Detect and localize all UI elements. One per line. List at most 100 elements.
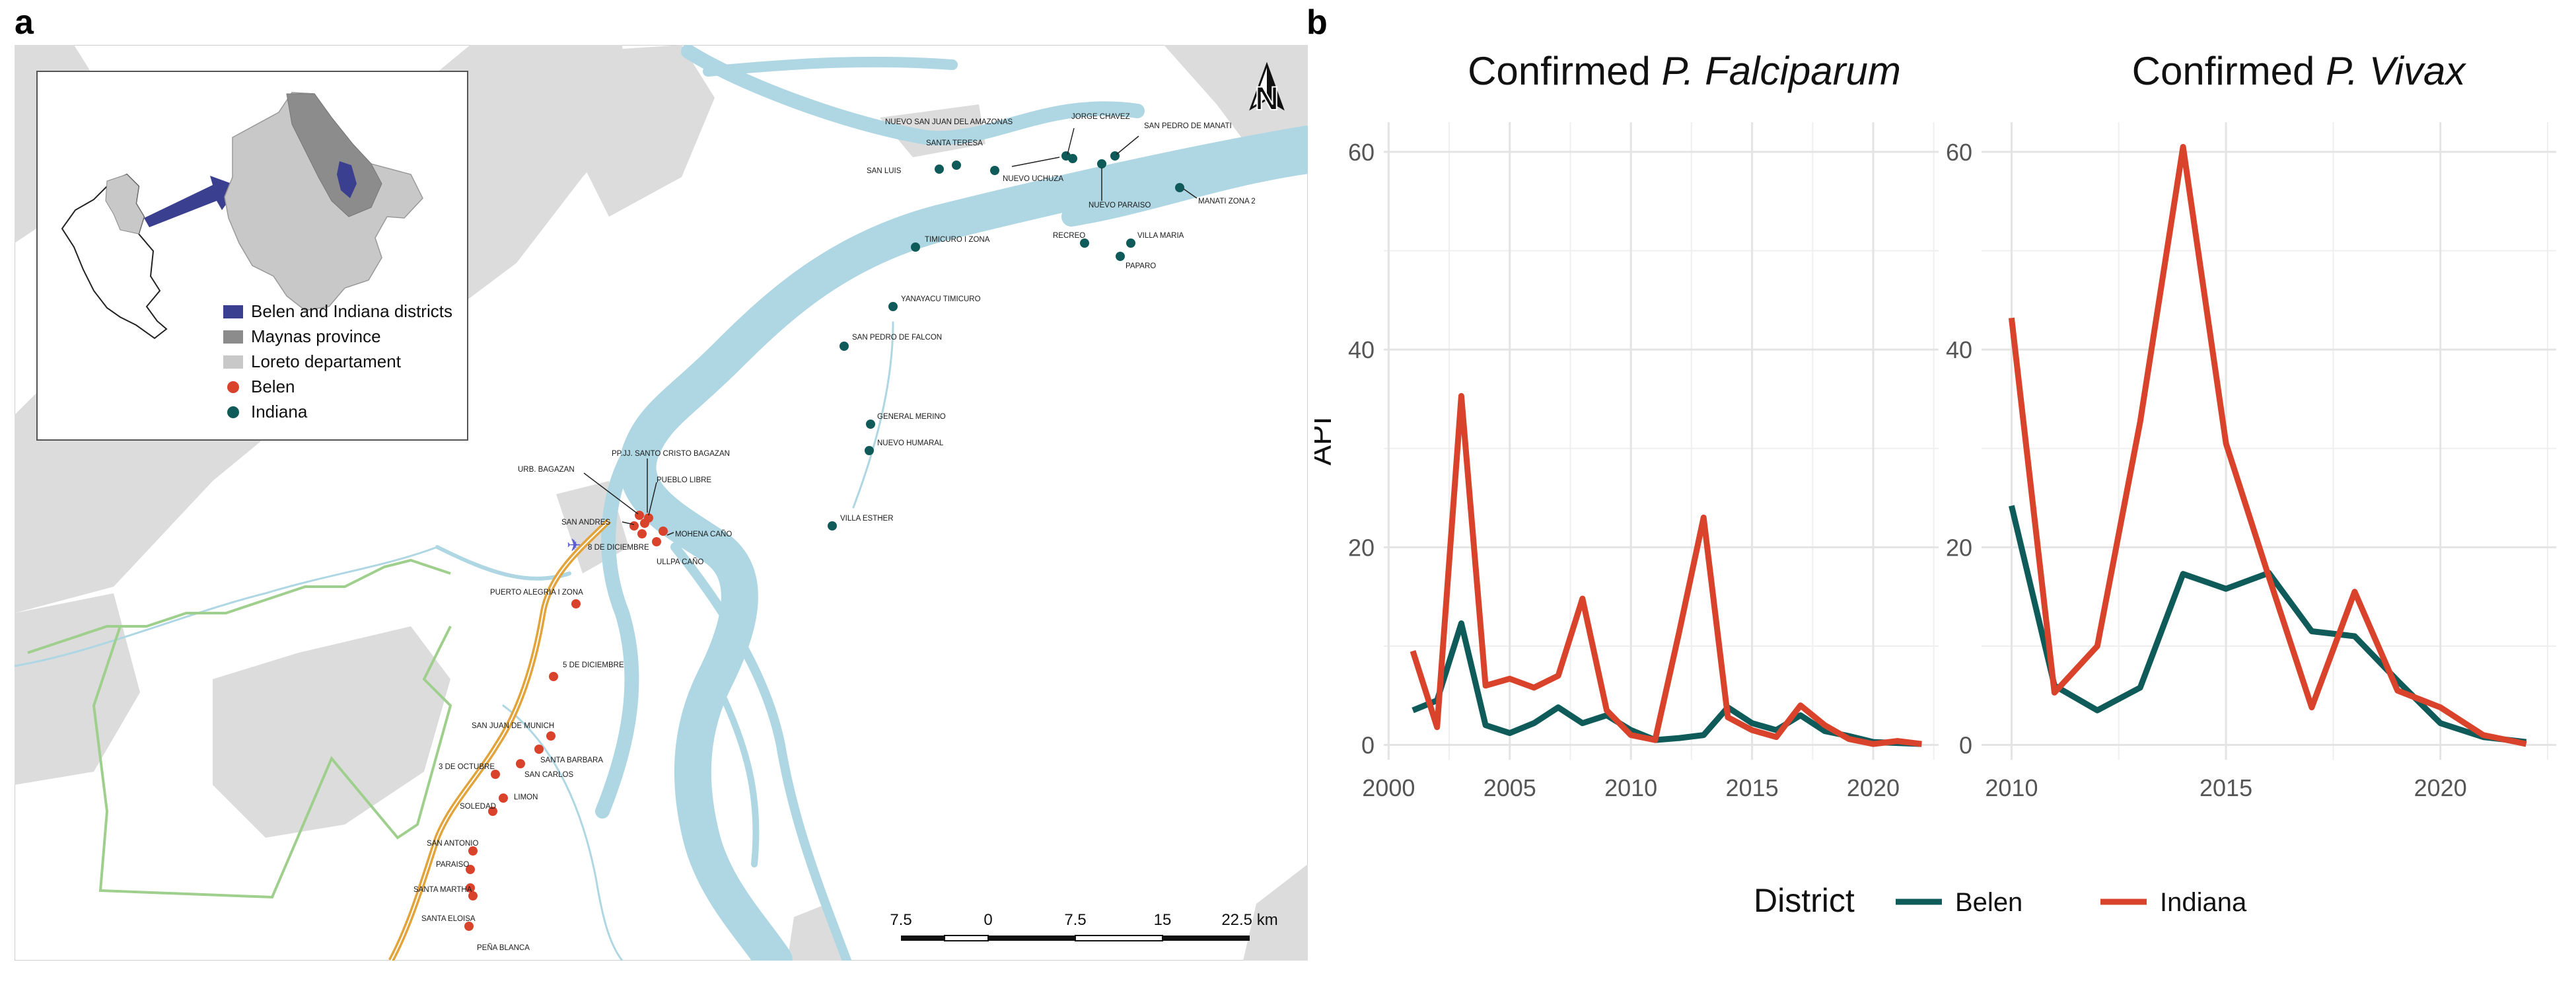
village-label: SANTA BARBARA [540,756,603,764]
vivax-chart: 2010 2015 2020 0 20 40 60 Confirmed P. Vivax [1946,49,2556,801]
village-label: SOLEDAD [460,803,496,811]
y-tick-label: 60 [1946,139,1972,166]
belen-villages [464,511,668,931]
village-label: PUERTO ALEGRIA I ZONA [490,589,583,597]
village-label: MOHENA CAÑO [675,530,732,538]
village-label: ULLPA CAÑO [657,558,703,566]
village-label: PUEBLO LIBRE [657,476,711,484]
series-line-indiana [1410,392,1922,747]
village-label: SAN LUIS [867,167,902,175]
village-label: LIMON [514,793,538,801]
village-marker [659,527,668,536]
village-marker [652,537,661,546]
belen-village-labels: URB. BAGAZAN PP.JJ. SANTO CRISTO BAGAZAN… [413,450,732,952]
legend-swatch [227,381,239,393]
chart-title: Confirmed P. Vivax [2132,49,2467,93]
village-label: SAN PEDRO DE FALCON [852,334,942,342]
inset-map: Belen and Indiana districts Maynas provi… [36,71,468,441]
village-label: JORGE CHAVEZ [1071,113,1130,121]
village-label: SAN JUAN DE MUNICH [472,722,554,730]
series-line-belen [2009,505,2527,745]
legend-label: Indiana [2160,888,2247,917]
series-line-indiana [2008,143,2527,747]
village-marker [866,420,875,429]
village-label: PAPARO [1126,262,1156,270]
study-area-map: NUEVO SAN JUAN DEL AMAZONAS SANTA TERESA… [15,45,1308,961]
belen-indiana-region [337,161,357,198]
panel-a-label: a [15,3,34,42]
village-label: NUEVO UCHUZA [1003,175,1063,183]
village-marker [571,599,581,608]
village-label: GENERAL MERINO [877,413,946,421]
village-marker [549,672,558,681]
x-tick-label: 2015 [1726,774,1779,801]
village-label: NUEVO SAN JUAN DEL AMAZONAS [885,118,1013,126]
village-label: SAN PEDRO DE MANATI [1144,122,1232,130]
village-marker [640,519,649,528]
road-centerline [390,520,610,961]
village-marker [468,846,478,856]
y-tick-label: 40 [1946,336,1972,363]
chart-title-species: P. Vivax [2326,49,2466,93]
panel-b-label: b [1306,3,1328,42]
village-marker [1116,252,1125,261]
village-marker [888,302,898,311]
village-label: NUEVO HUMARAL [877,439,944,447]
legend-swatch [223,305,243,318]
chart-title-prefix: Confirmed [1468,49,1661,93]
api-line-charts: 2000 2005 2010 2015 2020 0 20 40 60 Confirmed P. … [1314,49,2556,919]
x-tick-label: 2010 [1985,774,2038,801]
legend-label: Indiana [251,402,308,422]
north-arrow-icon: N [1249,61,1285,118]
village-marker [466,883,475,893]
village-label: SAN ANDRES [561,519,610,527]
chart-title: Confirmed P. Falciparum [1468,49,1901,93]
village-marker [466,865,475,874]
village-marker [935,165,944,174]
village-label: 5 DE DICIEMBRE [563,661,624,669]
airport-icon: ✈ [567,536,581,556]
village-label: MANATI ZONA 2 [1198,198,1256,205]
village-label: SANTA ELOISA [421,915,476,923]
village-label: SAN ANTONIO [427,840,478,848]
village-marker [491,770,500,779]
village-marker [534,745,544,754]
scale-label: 22.5 km [1221,911,1277,929]
village-marker [629,521,639,531]
village-marker [840,342,849,351]
village-marker [488,807,497,816]
village-marker [1068,154,1077,163]
north-label: N [1255,80,1279,117]
legend-label: Maynas province [251,326,381,346]
y-tick-label: 20 [1946,534,1972,561]
village-label: VILLA ESTHER [840,515,894,523]
y-tick-label: 0 [1959,732,1972,759]
village-marker [990,166,999,175]
legend-label: Loreto departament [251,351,402,371]
village-label: TIMICURO I ZONA [925,236,990,244]
inset-arrow [144,176,239,227]
callout-lines [583,128,1198,536]
village-marker [468,891,478,900]
x-tick-label: 2010 [1604,774,1657,801]
y-tick-label: 60 [1348,139,1375,166]
village-label: 8 DE DICIEMBRE [588,544,649,552]
village-label: SAN CARLOS [524,771,573,779]
village-marker [1080,239,1089,248]
y-axis-label: API [1314,416,1338,465]
village-label: VILLA MARIA [1137,232,1184,240]
legend-label: Belen [251,377,295,396]
village-marker [516,759,525,768]
x-tick-label: 2020 [1847,774,1900,801]
village-marker [828,521,837,531]
legend-label: Belen [1955,888,2022,917]
falciparum-chart: 2000 2005 2010 2015 2020 0 20 40 60 Confirmed P. … [1314,49,1939,801]
scale-label: 0 [984,911,992,929]
village-label: 3 DE OCTUBRE [439,763,495,771]
legend-label: Belen and Indiana districts [251,301,452,321]
x-tick-label: 2000 [1362,774,1415,801]
village-marker [499,793,508,803]
village-marker [1175,183,1184,192]
x-tick-label: 2020 [2414,774,2467,801]
village-marker [911,242,920,252]
